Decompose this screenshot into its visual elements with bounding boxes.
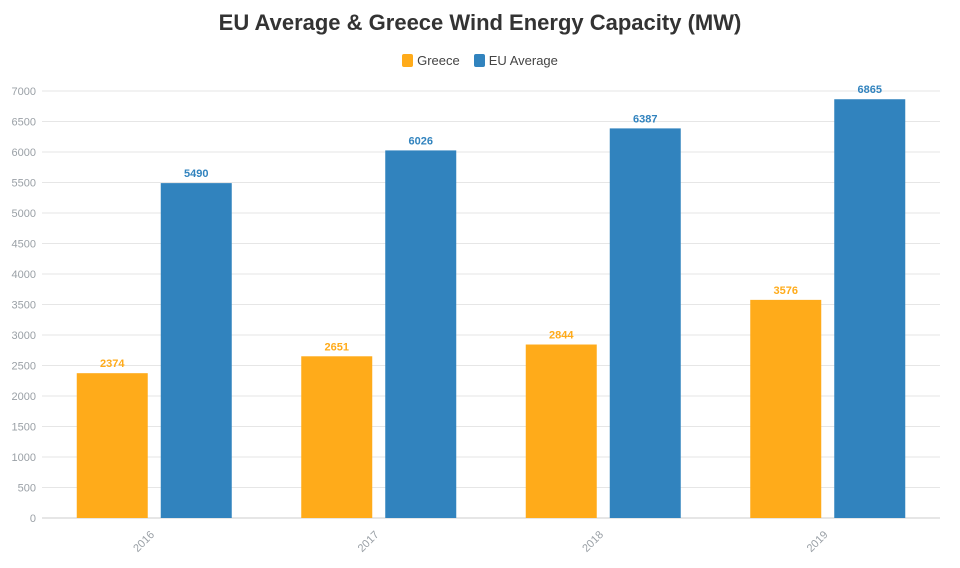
x-tick-label: 2016 <box>131 529 157 555</box>
legend-swatch-eu-average <box>473 54 485 67</box>
legend-label-greece: Greece <box>417 53 460 68</box>
y-tick-label: 500 <box>18 483 36 495</box>
bar-value-label: 6865 <box>858 84 882 96</box>
bar-greece[interactable] <box>750 299 822 518</box>
legend-swatch-greece <box>402 54 414 67</box>
bar-value-label: 5490 <box>184 168 208 180</box>
y-tick-label: 5000 <box>12 208 36 220</box>
chart-title: EU Average & Greece Wind Energy Capacity… <box>218 10 742 35</box>
y-tick-label: 4500 <box>12 239 36 251</box>
y-tick-label: 7000 <box>12 86 36 98</box>
bar-value-label: 2844 <box>549 330 574 342</box>
bar-value-label: 2651 <box>325 341 349 353</box>
legend-label-eu-average: EU Average <box>488 53 558 68</box>
y-tick-label: 2500 <box>12 361 36 373</box>
y-tick-label: 0 <box>30 513 36 525</box>
y-tick-label: 3000 <box>12 330 36 342</box>
legend-item-greece[interactable]: Greece <box>402 53 460 68</box>
bar-greece[interactable] <box>525 344 597 518</box>
bar-value-label: 2374 <box>100 358 125 370</box>
bar-greece[interactable] <box>76 373 148 518</box>
bar-eu-average[interactable] <box>834 99 906 519</box>
bar-value-label: 3576 <box>774 285 798 297</box>
y-tick-label: 1500 <box>12 422 36 434</box>
y-tick-label: 1000 <box>12 452 36 464</box>
x-tick-label: 2018 <box>580 529 606 555</box>
bar-value-label: 6387 <box>633 113 657 125</box>
y-tick-label: 6000 <box>12 147 36 159</box>
y-tick-label: 2000 <box>12 391 36 403</box>
x-tick-label: 2019 <box>805 529 831 555</box>
legend-item-eu-average[interactable]: EU Average <box>473 53 558 68</box>
legend: Greece EU Average <box>0 53 960 68</box>
bar-value-label: 6026 <box>409 135 433 147</box>
y-tick-label: 5500 <box>12 178 36 190</box>
bar-eu-average[interactable] <box>160 183 232 519</box>
y-tick-label: 3500 <box>12 300 36 312</box>
bar-eu-average[interactable] <box>609 128 681 518</box>
y-tick-label: 4000 <box>12 269 36 281</box>
bar-eu-average[interactable] <box>385 150 457 518</box>
y-tick-label: 6500 <box>12 117 36 129</box>
x-tick-label: 2017 <box>356 529 382 555</box>
bar-greece[interactable] <box>301 356 373 518</box>
